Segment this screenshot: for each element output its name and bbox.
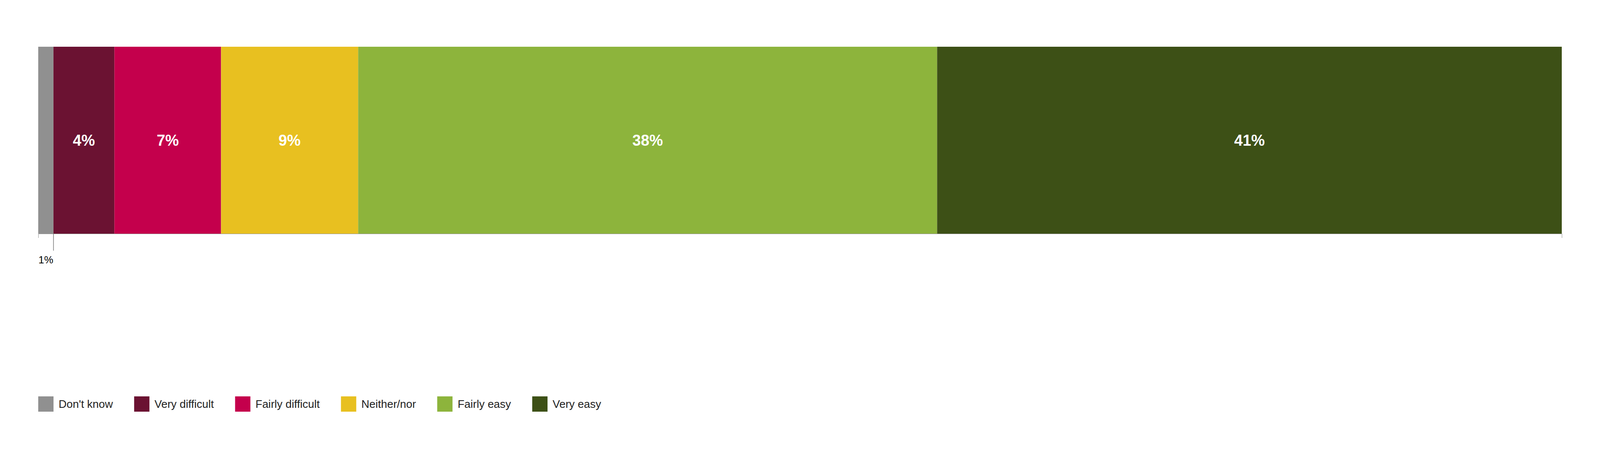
- legend-swatch: [134, 396, 150, 412]
- legend-swatch: [341, 396, 357, 412]
- data-label: 4%: [73, 131, 96, 150]
- legend-item: Neither/nor: [341, 396, 417, 412]
- legend-label: Don't know: [58, 397, 113, 411]
- data-label: 38%: [632, 131, 664, 150]
- legend-label: Very easy: [552, 397, 602, 411]
- data-label: 1%: [38, 253, 54, 266]
- legend-item: Very easy: [532, 396, 602, 412]
- legend-label: Very difficult: [154, 397, 215, 411]
- data-label: 9%: [278, 131, 301, 150]
- legend-item: Very difficult: [134, 396, 215, 412]
- bar-segment: [53, 46, 115, 234]
- legend-swatch: [437, 396, 453, 412]
- bar-segment: [38, 46, 54, 234]
- bars: [38, 46, 1562, 234]
- chart: 1% 4% 7% 9% 38% 41% Don't know Very difficult Fa…: [0, 0, 1600, 455]
- bar-segment: [220, 46, 359, 234]
- legend-label: Neither/nor: [361, 397, 417, 411]
- legend-swatch: [532, 396, 548, 412]
- bar-segment: [936, 46, 1562, 234]
- legend: Don't know Very difficult Fairly difficult…: [38, 396, 602, 412]
- legend-swatch: [38, 396, 54, 412]
- bar-segment: [358, 46, 937, 234]
- legend-label: Fairly easy: [457, 397, 511, 411]
- plot: 1% 4% 7% 9% 38% 41%: [38, 46, 1563, 266]
- data-label: 7%: [156, 131, 179, 150]
- label-leader: [53, 233, 54, 251]
- axis-line: [38, 234, 1563, 239]
- x-axis: [38, 234, 1563, 239]
- data-label: 41%: [1234, 131, 1265, 150]
- bar-segment: [114, 46, 221, 234]
- legend-label: Fairly difficult: [255, 397, 321, 411]
- legend-swatch: [235, 396, 251, 412]
- legend-item: Fairly easy: [437, 396, 511, 412]
- data-labels: 1% 4% 7% 9% 38% 41%: [38, 131, 1265, 266]
- legend-item: Fairly difficult: [235, 396, 321, 412]
- legend-item: Don't know: [38, 396, 113, 412]
